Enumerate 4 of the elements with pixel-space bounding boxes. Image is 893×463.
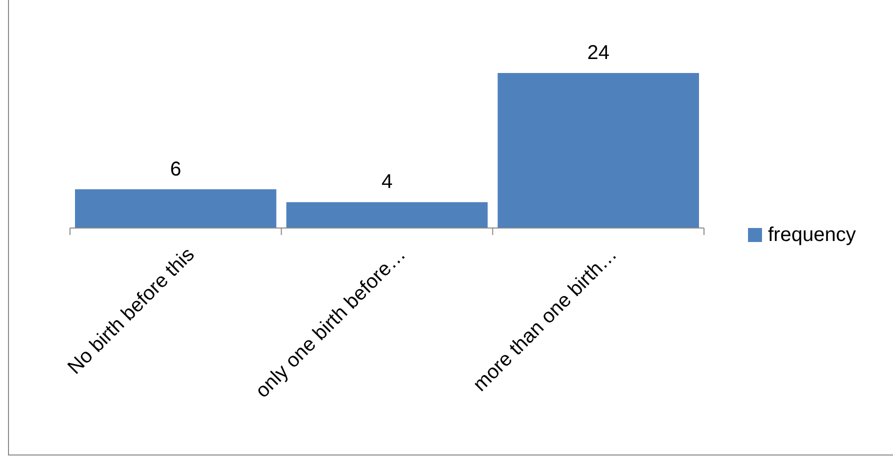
data-label: 4 (381, 171, 393, 194)
data-label: 24 (587, 42, 610, 64)
data-label: 6 (170, 158, 182, 180)
legend-label: frequency (768, 224, 856, 246)
